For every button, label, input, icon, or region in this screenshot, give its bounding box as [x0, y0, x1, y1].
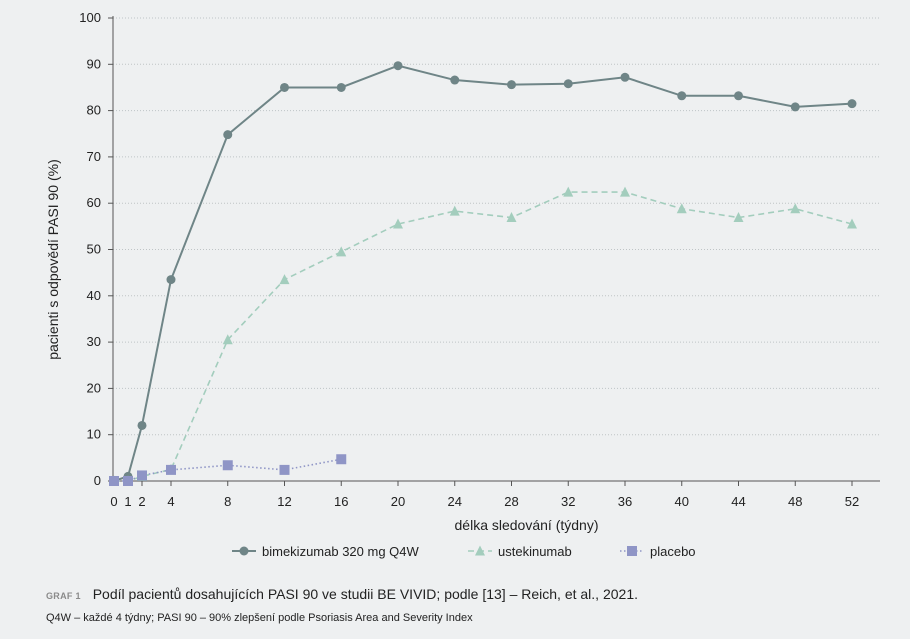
y-tick-label: 80 [87, 103, 101, 118]
x-tick-label: 4 [167, 494, 174, 509]
figure-caption-text: Podíl pacientů dosahujících PASI 90 ve s… [92, 586, 638, 602]
data-point-ustekinumab [620, 186, 630, 197]
y-tick-label: 70 [87, 149, 101, 164]
figure-note: Q4W – každé 4 týdny; PASI 90 – 90% zlepš… [46, 612, 473, 624]
data-point-placebo [166, 464, 176, 475]
y-tick-label: 30 [87, 334, 101, 349]
data-point-bimekizumab [677, 91, 687, 101]
data-point-bimekizumab [563, 79, 573, 89]
data-point-ustekinumab [506, 212, 517, 223]
x-tick-label: 28 [504, 494, 518, 509]
data-point-ustekinumab [222, 334, 233, 345]
data-point-bimekizumab [336, 82, 346, 92]
data-point-bimekizumab [166, 275, 176, 285]
data-point-ustekinumab [790, 203, 801, 214]
data-point-placebo [109, 476, 119, 486]
x-tick-label: 12 [277, 494, 291, 509]
data-point-placebo [222, 460, 233, 471]
y-tick-label: 0 [94, 473, 101, 488]
data-point-ustekinumab [279, 274, 290, 285]
data-point-ustekinumab [563, 186, 574, 197]
data-point-bimekizumab [847, 99, 857, 109]
y-axis-label: pacienti s odpovědí PASI 90 (%) [45, 159, 61, 360]
figure-label: GRAF 1 [46, 591, 81, 601]
x-tick-label: 44 [731, 494, 745, 509]
y-tick-label: 50 [87, 242, 101, 257]
y-tick-label: 100 [79, 10, 101, 25]
data-point-ustekinumab [676, 203, 687, 214]
x-tick-label: 24 [448, 494, 462, 509]
data-point-placebo [336, 454, 347, 465]
data-point-bimekizumab [223, 130, 233, 140]
y-tick-label: 10 [87, 427, 101, 442]
x-tick-label: 1 [124, 494, 131, 509]
x-tick-label: 8 [224, 494, 231, 509]
y-tick-label: 60 [87, 195, 101, 210]
chart: 0 10 20 30 40 50 60 70 80 90 100 0 1 2 4 8 12 16 20 24 28 32 3… [45, 10, 880, 559]
data-point-placebo [123, 476, 133, 486]
legend-marker-bimekizumab [239, 546, 249, 556]
legend-label-ustekinumab: ustekinumab [498, 544, 572, 559]
data-point-ustekinumab [336, 246, 347, 257]
x-tick-label: 32 [561, 494, 575, 509]
data-point-bimekizumab [393, 61, 403, 71]
legend-marker-placebo [627, 546, 637, 556]
data-point-bimekizumab [280, 82, 289, 92]
y-tick-label: 40 [87, 288, 101, 303]
y-tick-label: 90 [87, 56, 101, 71]
data-point-bimekizumab [790, 102, 800, 112]
data-point-ustekinumab [393, 218, 403, 229]
data-point-ustekinumab [847, 218, 857, 229]
x-tick-label: 16 [334, 494, 348, 509]
x-tick-label: 2 [138, 494, 145, 509]
x-axis-label: délka sledování (týdny) [455, 517, 599, 533]
x-tick-label: 36 [618, 494, 632, 509]
series-line-bimekizumab [113, 64, 853, 482]
legend-marker-ustekinumab [475, 545, 485, 556]
data-point-ustekinumab [449, 205, 460, 216]
y-tick-label: 20 [87, 380, 101, 395]
legend-label-bimekizumab: bimekizumab 320 mg Q4W [262, 544, 420, 559]
data-point-ustekinumab [733, 212, 744, 223]
data-point-bimekizumab [450, 75, 460, 85]
data-point-bimekizumab [507, 80, 516, 90]
legend-label-placebo: placebo [650, 544, 696, 559]
data-point-placebo [137, 470, 147, 481]
data-point-bimekizumab [620, 72, 630, 82]
series-line-ustekinumab [114, 191, 853, 482]
data-point-placebo [279, 464, 290, 475]
data-point-bimekizumab [137, 420, 147, 430]
x-tick-label: 40 [675, 494, 689, 509]
x-tick-label: 52 [845, 494, 859, 509]
x-tick-label: 20 [391, 494, 405, 509]
data-point-bimekizumab [734, 91, 743, 101]
figure-caption: GRAF 1 Podíl pacientů dosahujících PASI … [46, 586, 638, 602]
x-tick-label: 48 [788, 494, 802, 509]
x-tick-label: 0 [110, 494, 117, 509]
